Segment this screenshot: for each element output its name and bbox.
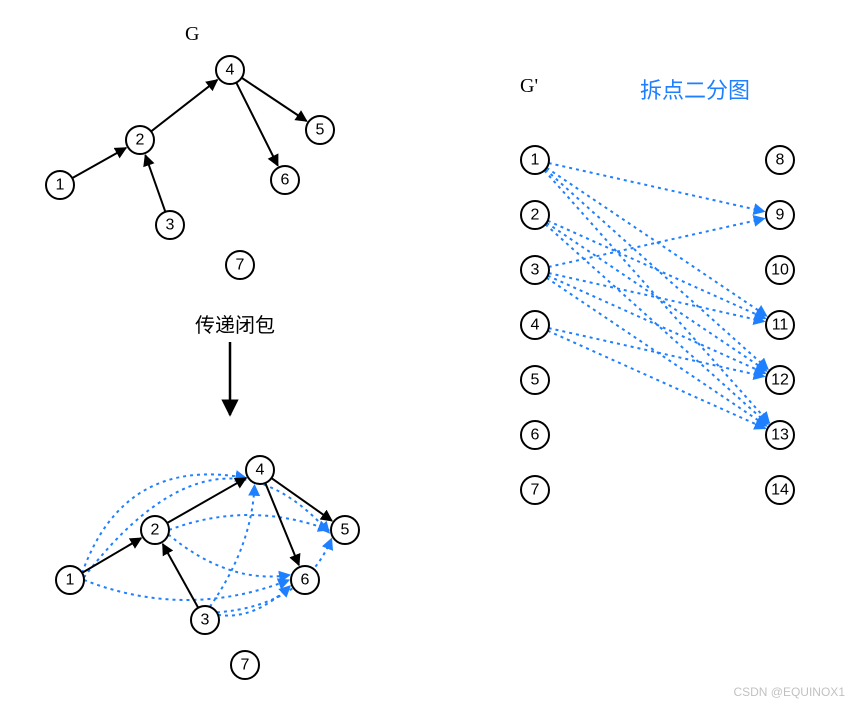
edges-layer (72, 78, 769, 616)
g-node-4-label: 4 (226, 62, 235, 79)
closure-dedge-3-4 (210, 485, 255, 607)
bip-right-node-13-label: 13 (771, 427, 789, 444)
label-G: G (185, 23, 199, 45)
closure-node-2-label: 2 (151, 522, 160, 539)
g-node-7-label: 7 (236, 257, 245, 274)
bip-edge-1-11 (547, 168, 767, 316)
bip-right-node-9-label: 9 (776, 207, 785, 224)
bip-right-node-10-label: 10 (771, 262, 789, 279)
closure-edge-2-4 (167, 478, 246, 523)
closure-edge-4-6 (265, 483, 299, 565)
g-edge-4-6 (236, 83, 278, 166)
closure-node-1-label: 1 (66, 572, 75, 589)
closure-dedge-3-6 (218, 586, 290, 616)
g-edge-3-2 (145, 155, 165, 212)
bip-left-node-2-label: 2 (531, 207, 540, 224)
bip-right-node-8-label: 8 (776, 152, 785, 169)
bip-edge-3-13 (547, 278, 767, 426)
bip-right-node-11-label: 11 (772, 317, 789, 334)
g-node-5-label: 5 (316, 122, 325, 139)
bip-right-node-14-label: 14 (771, 482, 789, 499)
closure-dedge-1-6 (84, 580, 289, 600)
label-closure: 传递闭包 (195, 314, 275, 337)
bip-left-node-5-label: 5 (531, 372, 540, 389)
label-Gprime: G' (520, 75, 538, 97)
labels-layer: G G' 传递闭包 拆点二分图 (185, 23, 750, 337)
closure-node-7-label: 7 (241, 657, 250, 674)
bip-edge-3-12 (548, 276, 766, 374)
closure-node-6-label: 6 (301, 572, 310, 589)
bip-edge-1-9 (549, 163, 765, 211)
bip-left-node-1-label: 1 (531, 152, 540, 169)
closure-node-4-label: 4 (256, 462, 265, 479)
g-edge-1-2 (72, 148, 126, 178)
closure-edge-3-2 (163, 544, 198, 608)
closure-dedge-2-6 (168, 534, 290, 576)
bip-edge-2-11 (548, 221, 766, 319)
bip-left-node-6-label: 6 (531, 427, 540, 444)
g-node-2-label: 2 (136, 132, 145, 149)
watermark: CSDN @EQUINOX1 (733, 685, 845, 699)
bip-edge-1-13 (544, 170, 769, 423)
g-node-6-label: 6 (281, 172, 290, 189)
g-edge-2-4 (151, 80, 217, 132)
bip-right-node-12-label: 12 (771, 372, 789, 389)
nodes-layer: 123456712345671234567891011121314 (46, 56, 794, 679)
closure-edge-4-5 (271, 478, 331, 521)
bip-left-node-3-label: 3 (531, 262, 540, 279)
closure-node-5-label: 5 (341, 522, 350, 539)
g-node-1-label: 1 (56, 177, 65, 194)
bip-edge-4-13 (548, 331, 766, 429)
bip-left-node-4-label: 4 (531, 317, 540, 334)
bip-edge-4-12 (549, 328, 765, 376)
bip-left-node-7-label: 7 (531, 482, 540, 499)
diagram-canvas: 123456712345671234567891011121314 GG'传递闭… (0, 0, 853, 705)
label-bipartite: 拆点二分图 (640, 78, 750, 103)
closure-node-3-label: 3 (201, 612, 210, 629)
g-node-3-label: 3 (166, 217, 175, 234)
